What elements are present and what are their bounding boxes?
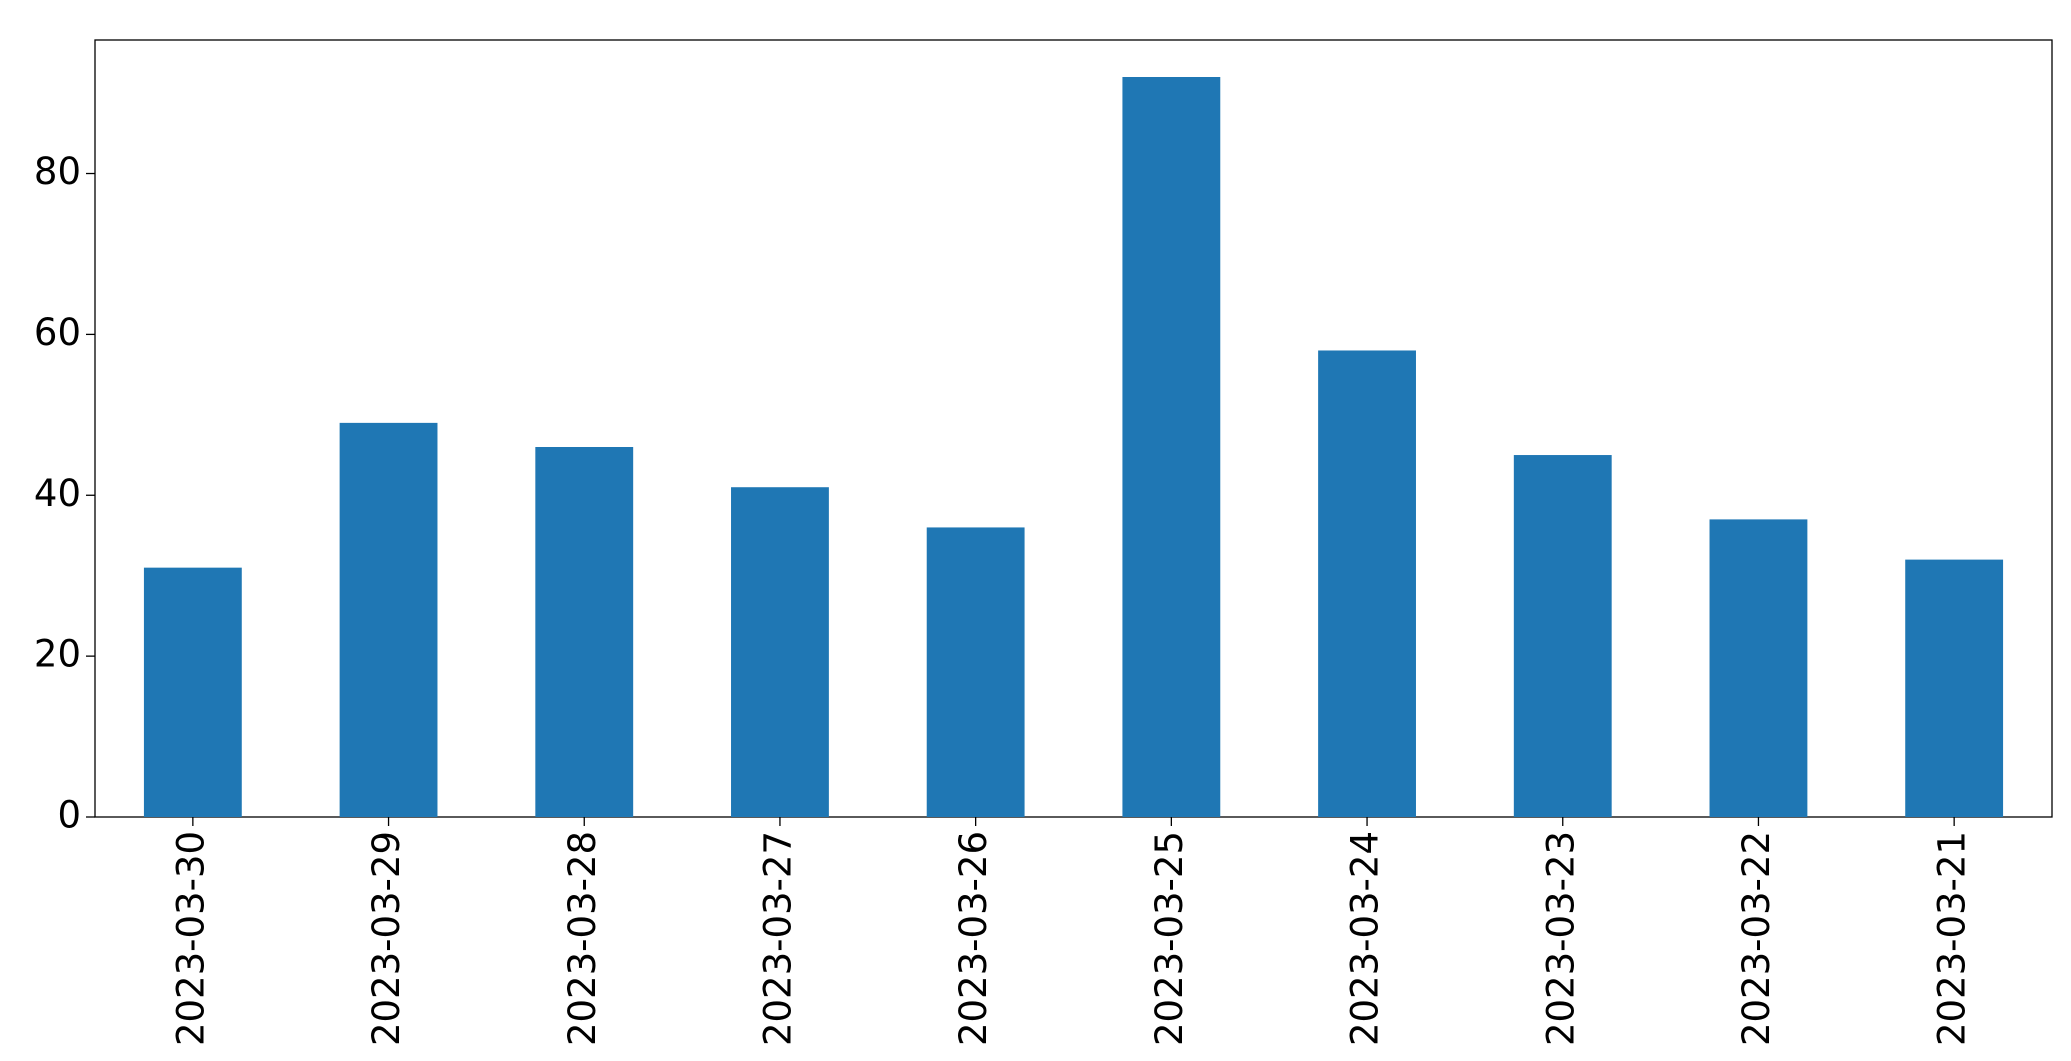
bar: [1905, 559, 2004, 817]
x-tick-label: 2023-03-27: [756, 831, 799, 1046]
x-tick-label: 2023-03-21: [1931, 831, 1974, 1046]
x-tick-label: 2023-03-25: [1148, 831, 1191, 1046]
bar: [143, 567, 242, 817]
x-tick-label: 2023-03-24: [1344, 831, 1387, 1046]
y-tick-label: 0: [57, 794, 81, 837]
y-tick-label: 80: [34, 150, 81, 193]
bar: [1318, 350, 1416, 817]
y-tick-label: 60: [34, 311, 81, 354]
x-tick-label: 2023-03-26: [952, 831, 995, 1046]
bar: [731, 487, 829, 817]
bar: [926, 527, 1025, 817]
bar: [339, 422, 438, 817]
x-tick-label: 2023-03-28: [561, 831, 604, 1046]
x-tick-label: 2023-03-29: [365, 831, 408, 1046]
bar: [1513, 455, 1612, 817]
y-tick-label: 20: [34, 633, 81, 676]
plot-frame: [94, 39, 2053, 818]
x-tick-label: 2023-03-23: [1539, 831, 1582, 1046]
bar: [1122, 77, 1221, 817]
x-tick-label: 2023-03-22: [1735, 831, 1778, 1046]
bar: [1709, 519, 1808, 817]
y-tick-label: 40: [34, 472, 81, 515]
x-tick-label: 2023-03-30: [169, 831, 212, 1046]
bar: [535, 447, 634, 817]
